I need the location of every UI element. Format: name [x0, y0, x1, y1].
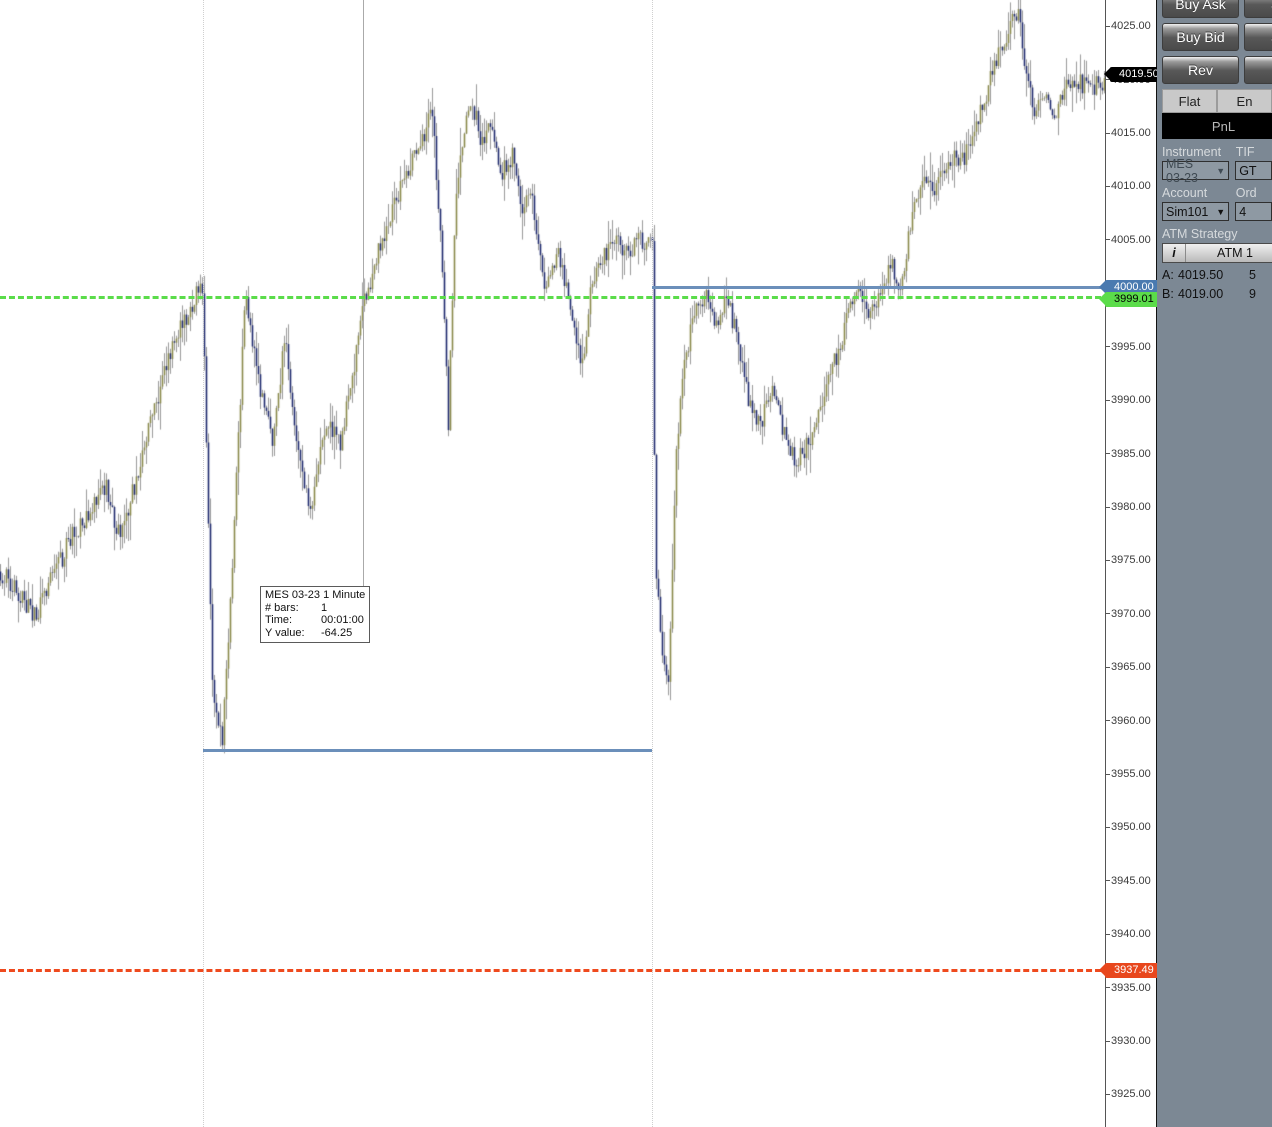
tooltip-bars-value: 1: [321, 601, 328, 614]
entry-price-line[interactable]: [652, 286, 1105, 289]
ask-size: 5: [1249, 268, 1256, 282]
entry-button[interactable]: En: [1217, 89, 1272, 113]
price-tick: 3925.00: [1106, 1089, 1151, 1100]
flat-button[interactable]: Flat: [1162, 89, 1217, 113]
tooltip-yvalue-value: -64.25: [321, 626, 353, 639]
chevron-down-icon: ▼: [1216, 206, 1226, 217]
account-order-row: Sim101 ▼ 4: [1162, 202, 1272, 221]
crosshair-vertical-line: [363, 0, 364, 586]
last-price-marker: 4019.50: [1104, 67, 1162, 82]
sell-ask-button[interactable]: Sell: [1244, 23, 1272, 51]
entry-price-marker[interactable]: 4000.00: [1099, 280, 1157, 295]
order-entry-panel[interactable]: Buy Ask Sell Buy Bid Sell Rev Clo Flat E…: [1157, 0, 1272, 1127]
price-tick: 3950.00: [1106, 822, 1151, 833]
price-tick: 3965.00: [1106, 662, 1151, 673]
price-tick: 4005.00: [1106, 234, 1151, 246]
price-tick: 3975.00: [1106, 555, 1151, 566]
instrument-tif-label-row: Instrument TIF: [1162, 139, 1272, 161]
bid-price: 4019.00: [1178, 287, 1224, 301]
bid-size: 9: [1249, 287, 1256, 301]
tif-label: TIF: [1235, 145, 1255, 159]
session-gridline-right: [652, 0, 653, 1127]
bid-side-label: B:: [1162, 287, 1174, 301]
price-tick: 3930.00: [1106, 1036, 1151, 1047]
price-tick: 3935.00: [1106, 982, 1151, 994]
candlestick-plot: [0, 0, 1105, 1127]
atm-strategy-label: ATM Strategy: [1162, 227, 1238, 241]
chart-data-tooltip: MES 03-23 1 Minute # bars: 1 Time: 00:01…: [260, 586, 371, 644]
instrument-tif-row: MES 03-23 ▼ GT: [1162, 157, 1272, 185]
red-price-marker[interactable]: 3937.49: [1099, 963, 1157, 978]
price-tick: 3980.00: [1106, 501, 1151, 513]
green-price-marker[interactable]: 3999.01: [1099, 292, 1157, 307]
price-tick: 4015.00: [1106, 128, 1151, 139]
ask-price: 4019.50: [1178, 268, 1224, 282]
instrument-select[interactable]: MES 03-23 ▼: [1162, 157, 1230, 185]
buy-bid-button[interactable]: Buy Bid: [1162, 23, 1239, 51]
tooltip-time-value: 00:01:00: [321, 614, 364, 627]
price-tick: 3960.00: [1106, 715, 1151, 727]
green-target-line[interactable]: [0, 296, 1105, 299]
session-gridline-left: [203, 0, 204, 1127]
tif-select[interactable]: GT: [1235, 161, 1272, 180]
info-icon: i: [1163, 244, 1186, 262]
sell-bid-button[interactable]: Sell: [1244, 0, 1272, 18]
tooltip-title: MES 03-23 1 Minute: [265, 589, 366, 601]
bid-quote-row: B: 4019.00 9: [1162, 287, 1272, 301]
red-stop-line[interactable]: [0, 969, 1105, 972]
price-tick: 3995.00: [1106, 341, 1151, 353]
price-tick: 3945.00: [1106, 875, 1151, 887]
atm-strategy-button[interactable]: i ATM 1: [1162, 243, 1272, 263]
tooltip-bars-label: # bars:: [265, 601, 299, 614]
close-button[interactable]: Clo: [1244, 56, 1272, 84]
ask-quote-row: A: 4019.50 5: [1162, 268, 1272, 282]
order-qty-label: Ord: [1235, 186, 1257, 200]
buy-bid-sell-row: Buy Bid Sell: [1157, 23, 1272, 51]
order-qty-value: 4: [1239, 204, 1247, 219]
price-tick: 3985.00: [1106, 448, 1151, 460]
account-order-label-row: Account Ord: [1162, 180, 1272, 202]
ask-side-label: A:: [1162, 268, 1174, 282]
flat-entry-row: Flat En: [1162, 89, 1272, 113]
pnl-display: PnL: [1162, 113, 1272, 139]
price-tick: 3970.00: [1106, 608, 1151, 620]
reverse-close-row: Rev Clo: [1157, 56, 1272, 84]
instrument-label: Instrument: [1162, 145, 1222, 159]
account-select[interactable]: Sim101 ▼: [1162, 202, 1230, 221]
tooltip-yvalue-label: Y value:: [265, 626, 305, 639]
tooltip-time-label: Time:: [265, 614, 293, 627]
price-axis[interactable]: 4025.004020.004015.004010.004005.004000.…: [1105, 0, 1157, 1127]
chevron-down-icon: ▼: [1216, 165, 1226, 176]
reverse-button[interactable]: Rev: [1162, 56, 1239, 84]
tif-value: GT: [1239, 163, 1257, 178]
atm-strategy-value: ATM 1: [1217, 246, 1253, 260]
support-price-line[interactable]: [203, 749, 652, 752]
instrument-value: MES 03-23: [1166, 156, 1198, 185]
price-tick: 3990.00: [1106, 395, 1151, 406]
account-value: Sim101: [1166, 204, 1209, 219]
account-label: Account: [1162, 186, 1208, 200]
buy-ask-button[interactable]: Buy Ask: [1162, 0, 1239, 18]
order-qty-field[interactable]: 4: [1235, 202, 1272, 221]
price-tick: 3940.00: [1106, 929, 1151, 940]
price-chart[interactable]: MES 03-23 1 Minute # bars: 1 Time: 00:01…: [0, 0, 1105, 1127]
price-tick: 4025.00: [1106, 21, 1151, 32]
buy-ask-sell-row: Buy Ask Sell: [1157, 0, 1272, 18]
price-tick: 4010.00: [1106, 181, 1151, 192]
price-tick: 3955.00: [1106, 768, 1151, 780]
